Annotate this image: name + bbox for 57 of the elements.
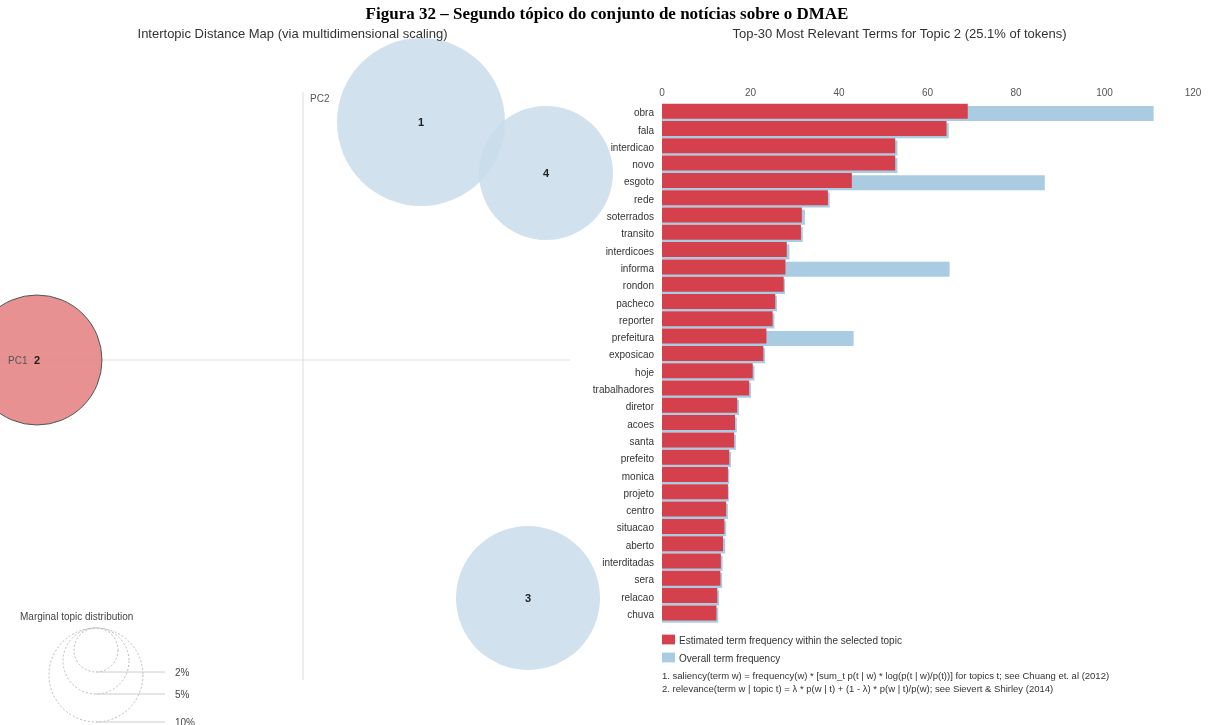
- text: 1. saliency(term w) = frequency(w) * [sum_t p(t | w) * log(p(t | w)/p(t))] for topics t; see Chuang et. al (2012): [662, 669, 1111, 682]
- text: Intertopic Distance Map (via multidimensional scaling): [136, 26, 449, 41]
- y-tick-label: fala: [637, 124, 655, 136]
- x-tick-label: 100: [1096, 87, 1114, 98]
- text: 2: [33, 354, 41, 366]
- text: 2%: [175, 667, 190, 678]
- y-tick-label: transito: [621, 228, 655, 240]
- text: 5%: [175, 689, 190, 700]
- x-tick-label: 60: [921, 87, 934, 98]
- bar: [662, 103, 968, 119]
- text: PC2: [310, 93, 330, 104]
- y-tick-label: informa: [620, 262, 655, 274]
- text: Figura 32 – Segundo tópico do conjunto de notícias sobre o DMAE: [365, 4, 849, 23]
- y-tick-label: aberto: [625, 539, 655, 551]
- y-tick-label: rondon: [622, 280, 654, 292]
- text: 2. relevance(term w | topic t) = λ * p(w | t) + (1 - λ) * p(w | t)/p(w); see Sievert & Shirley (2014): [662, 682, 1055, 695]
- y-tick-label: pacheco: [616, 297, 655, 309]
- bar: [662, 259, 786, 275]
- x-tick-label: 0: [659, 87, 666, 98]
- y-tick-label: interditadas: [602, 557, 654, 568]
- y-tick-label: exposicao: [608, 349, 655, 361]
- bar: [662, 328, 767, 344]
- text: 1: [417, 116, 425, 128]
- text: PC1: [8, 355, 28, 366]
- y-tick-label: prefeito: [620, 453, 655, 465]
- x-tick-label: 120: [1184, 87, 1202, 98]
- y-tick-label: monica: [621, 470, 655, 482]
- y-tick-label: novo: [632, 159, 655, 171]
- legend-label: Estimated term frequency within the selected topic: [679, 635, 902, 646]
- legend-title: Marginal topic distribution: [20, 611, 134, 622]
- y-tick-label: situacao: [616, 522, 655, 534]
- y-tick-label: rede: [633, 193, 655, 205]
- text: 4: [542, 167, 550, 179]
- y-tick-label: esgoto: [623, 176, 655, 188]
- x-tick-label: 40: [833, 87, 845, 98]
- y-tick-label: obra: [633, 107, 655, 119]
- y-tick-label: hoje: [635, 366, 655, 378]
- y-tick-label: santa: [629, 435, 655, 447]
- y-tick-label: diretor: [625, 401, 655, 413]
- legend-label: Overall term frequency: [679, 653, 781, 664]
- y-tick-label: relacao: [621, 591, 655, 603]
- y-tick-label: acoes: [627, 418, 654, 430]
- y-tick-label: trabalhadores: [592, 384, 654, 395]
- y-tick-label: soterrados: [606, 211, 654, 222]
- x-tick-label: 20: [744, 87, 757, 98]
- x-tick-label: 80: [1010, 87, 1022, 98]
- text: 3: [524, 592, 532, 604]
- y-tick-label: sera: [634, 574, 655, 586]
- y-tick-label: projeto: [623, 487, 655, 499]
- y-tick-label: interdicoes: [605, 245, 654, 257]
- y-tick-label: chuva: [627, 608, 655, 620]
- y-tick-label: centro: [626, 505, 655, 517]
- chart-title: Top-30 Most Relevant Terms for Topic 2 (25.1% of tokens): [731, 26, 1068, 43]
- bar: [662, 172, 852, 188]
- y-tick-label: interdicao: [610, 141, 655, 153]
- y-tick-label: reporter: [618, 314, 655, 326]
- y-tick-label: prefeitura: [611, 332, 655, 344]
